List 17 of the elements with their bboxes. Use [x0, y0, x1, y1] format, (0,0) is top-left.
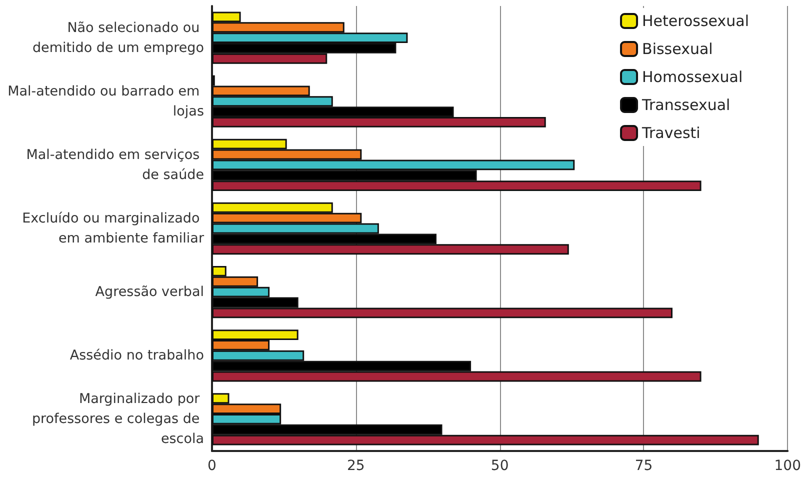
y-tick-label: Excluído ou marginalizado em ambiente familiar — [22, 210, 204, 246]
legend-label: Travesti — [641, 124, 700, 142]
y-tick-label: Marginalizado por professores e colegas de escola — [32, 391, 204, 448]
y-tick-label: Mal-atendido em serviços de saúde — [26, 146, 204, 183]
legend-label: Heterossexual — [642, 12, 750, 30]
x-tick-label: 0 — [208, 458, 216, 474]
y-tick-label: Mal-atendido ou barrado em lojas — [8, 83, 204, 120]
y-tick-label: Assédio no trabalho — [70, 348, 204, 364]
legend-label: Homossexual — [642, 68, 743, 86]
legend-label: Bissexual — [642, 40, 713, 58]
x-tick-label: 100 — [774, 458, 802, 474]
y-tick-label: Não selecionado ou demitido de um emprego — [32, 20, 204, 56]
x-tick-label: 25 — [346, 458, 365, 474]
y-tick-label: Agressão verbal — [95, 284, 204, 300]
legend-label: Transsexual — [641, 96, 730, 114]
x-tick-label: 75 — [634, 458, 653, 474]
x-tick-label: 50 — [490, 458, 509, 474]
